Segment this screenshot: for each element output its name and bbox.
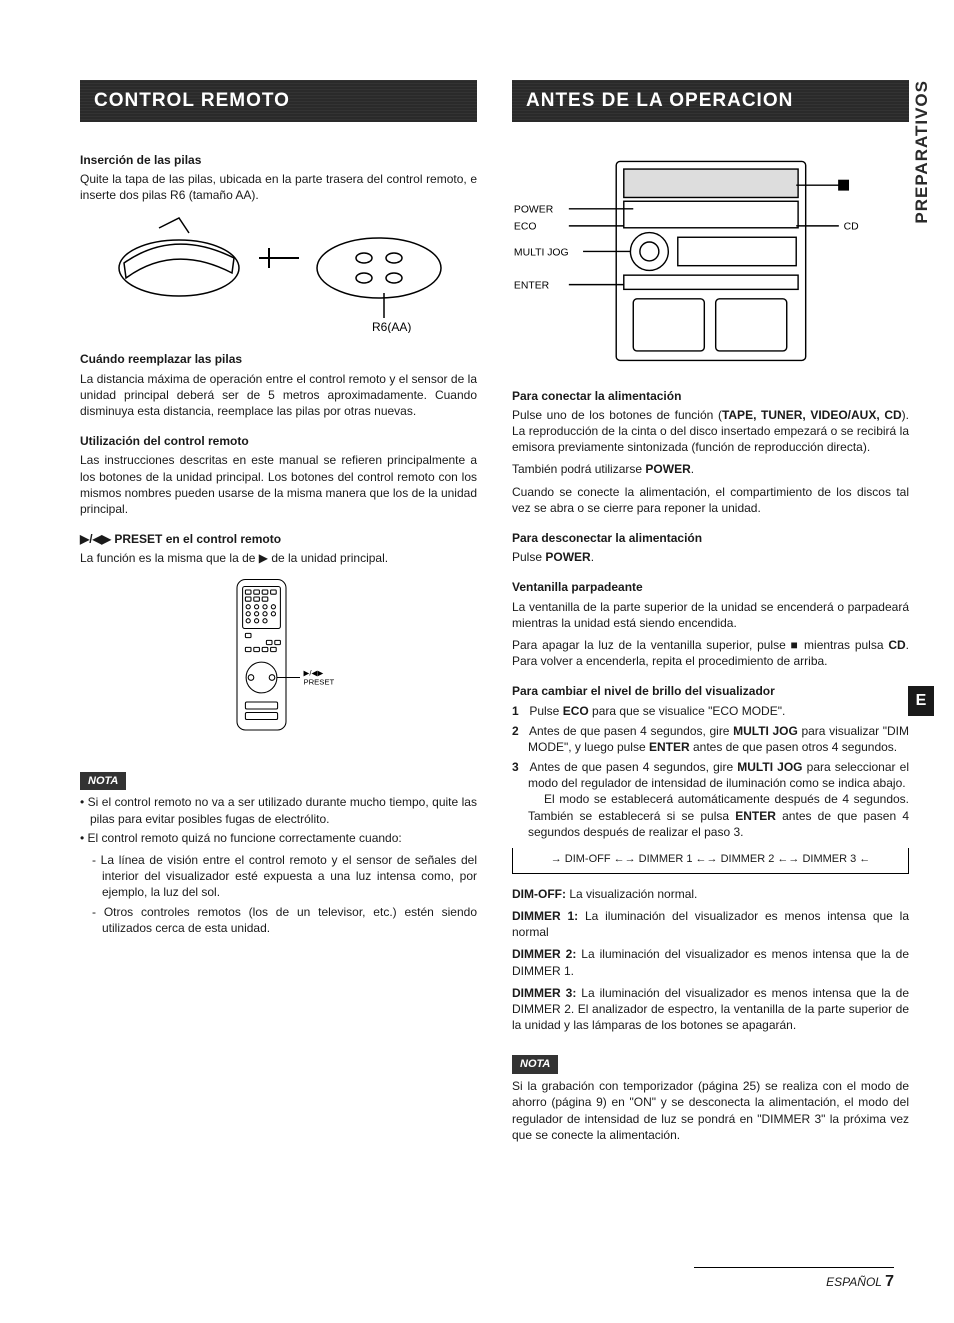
nota-text-right: Si la grabación con temporizador (página… [512, 1078, 909, 1143]
text-reemplazar: La distancia máxima de operación entre e… [80, 371, 477, 420]
label-enter: ENTER [514, 280, 550, 291]
battery-illustration: R6(AA) [104, 213, 454, 333]
text-desconectar: Pulse POWER. [512, 549, 909, 565]
nota-sub-1: La línea de visión entre el control remo… [92, 852, 477, 901]
nota-sub-2: Otros controles remotos (los de un telev… [92, 904, 477, 936]
text-ventanilla-1: La ventanilla de la parte superior de la… [512, 599, 909, 631]
text-conectar-3: Cuando se conecte la alimentación, el co… [512, 484, 909, 516]
title-utilizacion: Utilización del control remoto [80, 433, 477, 449]
header-control-remoto: CONTROL REMOTO [80, 80, 477, 122]
footer-lang: ESPAÑOL [826, 1275, 882, 1289]
title-desconectar: Para desconectar la alimentación [512, 530, 909, 546]
title-brillo: Para cambiar el nivel de brillo del visu… [512, 683, 909, 699]
text-preset: La función es la misma que la de ▶ de la… [80, 550, 477, 566]
label-power: POWER [514, 204, 554, 215]
text-conectar-1: Pulse uno de los botones de función (TAP… [512, 407, 909, 456]
battery-label: R6(AA) [372, 320, 411, 333]
section-side-tab: PREPARATIVOS [911, 80, 934, 224]
dimmer-sequence: → DIM-OFF ←→ DIMMER 1 ←→ DIMMER 2 ←→ DIM… [512, 848, 909, 874]
remote-preset-label-1: ▶/◀▶ [303, 669, 324, 678]
title-ventanilla: Ventanilla parpadeante [512, 579, 909, 595]
title-reemplazar: Cuándo reemplazar las pilas [80, 351, 477, 367]
dimmer-1: DIMMER 1: La iluminación del visualizado… [512, 908, 909, 940]
text-insercion: Quite la tapa de las pilas, ubicada en l… [80, 171, 477, 203]
figure-battery: R6(AA) [80, 213, 477, 337]
text-conectar-2: También podrá utilizarse POWER. [512, 461, 909, 477]
title-preset: ▶/◀▶ PRESET en el control remoto [80, 531, 477, 547]
left-column: CONTROL REMOTO Inserción de las pilas Qu… [80, 80, 477, 1149]
figure-remote: ▶/◀▶ PRESET [80, 576, 477, 741]
page-columns: CONTROL REMOTO Inserción de las pilas Qu… [80, 80, 909, 1149]
nota-badge-right: NOTA [512, 1055, 558, 1074]
nota-badge-left: NOTA [80, 772, 126, 791]
footer-rule [694, 1267, 894, 1268]
nota-sublist-left: La línea de visión entre el control remo… [80, 852, 477, 936]
remote-preset-label-2: PRESET [303, 678, 334, 687]
language-tab-e: E [908, 686, 934, 716]
dim-off: DIM-OFF: La visualización normal. [512, 886, 909, 902]
step-3: 3 Antes de que pasen 4 segundos, gire MU… [512, 759, 909, 840]
footer-page: 7 [885, 1273, 894, 1290]
dimmer-3: DIMMER 3: La iluminación del visualizado… [512, 985, 909, 1034]
header-antes-operacion: ANTES DE LA OPERACION [512, 80, 909, 122]
label-eco: ECO [514, 221, 537, 232]
step-1: 1 Pulse ECO para que se visualice "ECO M… [512, 703, 909, 719]
text-utilizacion: Las instrucciones descritas en este manu… [80, 452, 477, 517]
stereo-illustration: POWER ECO MULTI JOG ENTER CD [512, 152, 872, 370]
right-column: ANTES DE LA OPERACION [512, 80, 909, 1149]
page-footer: ESPAÑOL 7 [826, 1271, 894, 1293]
nota-list-left: Si el control remoto no va a ser utiliza… [80, 794, 477, 846]
title-conectar: Para conectar la alimentación [512, 388, 909, 404]
brillo-steps: 1 Pulse ECO para que se visualice "ECO M… [512, 703, 909, 841]
dimmer-2: DIMMER 2: La iluminación del visualizado… [512, 946, 909, 978]
label-cd: CD [844, 221, 860, 232]
label-multijog: MULTI JOG [514, 247, 569, 258]
nota-item-2: El control remoto quizá no funcione corr… [80, 830, 477, 846]
figure-stereo: POWER ECO MULTI JOG ENTER CD [512, 152, 909, 374]
title-insercion: Inserción de las pilas [80, 152, 477, 168]
nota-item-1: Si el control remoto no va a ser utiliza… [80, 794, 477, 826]
text-ventanilla-2: Para apagar la luz de la ventanilla supe… [512, 637, 909, 669]
remote-illustration: ▶/◀▶ PRESET [209, 576, 349, 737]
step-2: 2 Antes de que pasen 4 segundos, gire MU… [512, 723, 909, 755]
